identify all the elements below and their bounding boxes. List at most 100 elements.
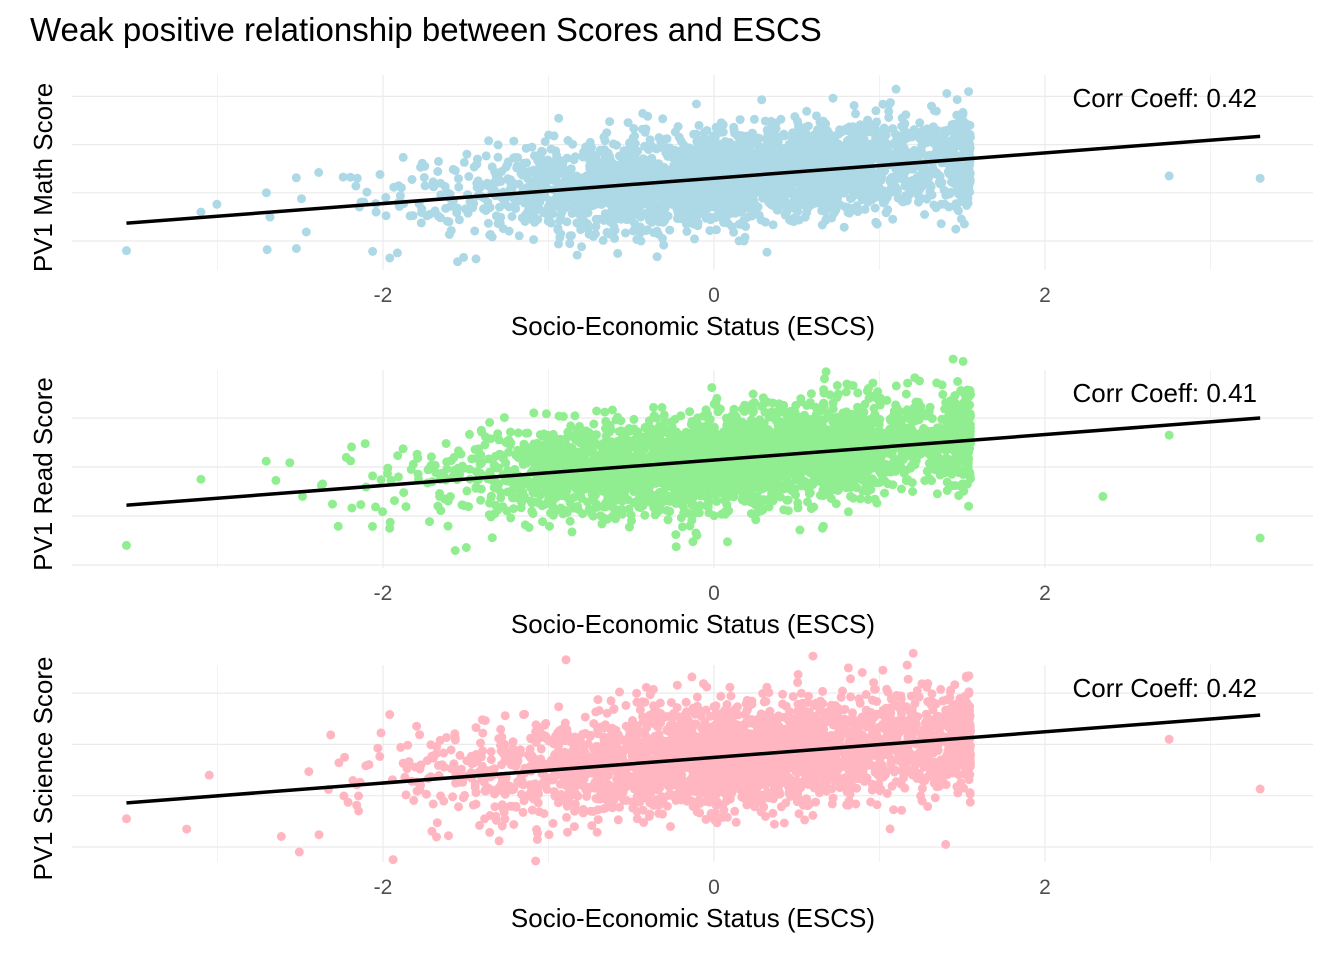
data-point — [672, 198, 681, 207]
data-point — [665, 226, 674, 235]
data-point — [567, 231, 576, 240]
data-point — [875, 420, 884, 429]
data-point — [931, 127, 940, 136]
data-point — [805, 489, 814, 498]
data-point — [643, 166, 652, 175]
data-point — [801, 147, 810, 156]
data-point — [855, 139, 864, 148]
data-point — [949, 355, 958, 364]
data-point — [739, 237, 748, 246]
data-point — [694, 218, 703, 227]
data-point — [342, 453, 351, 462]
data-point — [515, 231, 524, 240]
data-point — [690, 182, 699, 191]
data-point — [297, 194, 306, 203]
data-point — [1165, 171, 1174, 180]
data-point — [472, 160, 481, 169]
data-point — [429, 182, 438, 191]
y-axis-label: PV1 Math Score — [28, 83, 58, 272]
data-point — [889, 182, 898, 191]
data-point — [604, 192, 613, 201]
data-point — [922, 168, 931, 177]
data-point — [899, 124, 908, 133]
data-point — [763, 248, 772, 257]
data-point — [529, 235, 538, 244]
data-point — [482, 151, 491, 160]
data-point — [579, 216, 588, 225]
data-point — [788, 135, 797, 144]
data-point — [901, 191, 910, 200]
data-point — [605, 117, 614, 126]
data-point — [964, 182, 973, 191]
data-point — [527, 507, 536, 516]
data-point — [942, 89, 951, 98]
data-point — [785, 152, 794, 161]
data-point — [749, 190, 758, 199]
data-point — [495, 214, 504, 223]
data-point — [630, 145, 639, 154]
data-point — [886, 98, 895, 107]
data-point — [362, 188, 371, 197]
data-point — [610, 223, 619, 232]
data-point — [767, 121, 776, 130]
data-point — [658, 114, 667, 123]
data-point — [733, 195, 742, 204]
data-point — [964, 87, 973, 96]
data-point — [693, 197, 702, 206]
data-point — [672, 165, 681, 174]
data-point — [750, 200, 759, 209]
data-point — [892, 381, 901, 390]
data-point — [528, 197, 537, 206]
data-point — [962, 141, 971, 150]
data-point — [368, 522, 377, 531]
data-point — [607, 175, 616, 184]
data-point — [462, 150, 471, 159]
data-point — [875, 478, 884, 487]
data-point — [570, 411, 579, 420]
data-point — [653, 252, 662, 261]
data-point — [416, 163, 425, 172]
data-point — [851, 109, 860, 118]
data-point — [292, 244, 301, 253]
data-point — [570, 155, 579, 164]
data-point — [399, 444, 408, 453]
data-point — [557, 156, 566, 165]
data-point — [957, 197, 966, 206]
data-point — [958, 108, 967, 117]
data-point — [931, 169, 940, 178]
data-point — [561, 195, 570, 204]
data-point — [485, 418, 494, 427]
data-point — [636, 237, 645, 246]
data-point — [390, 496, 399, 505]
data-point — [812, 185, 821, 194]
data-point — [389, 183, 398, 192]
data-point — [829, 94, 838, 103]
x-axis-label: Socio-Economic Status (ESCS) — [511, 311, 875, 341]
data-point — [856, 151, 865, 160]
data-point — [959, 357, 968, 366]
data-point — [393, 248, 402, 257]
data-point — [705, 226, 714, 235]
data-point — [427, 452, 436, 461]
data-point — [444, 522, 453, 531]
data-point — [431, 206, 440, 215]
data-point — [599, 236, 608, 245]
data-point — [731, 208, 740, 217]
data-point — [896, 173, 905, 182]
data-point — [861, 170, 870, 179]
data-point — [650, 159, 659, 168]
data-point — [577, 194, 586, 203]
data-point — [870, 410, 879, 419]
data-point — [533, 179, 542, 188]
data-point — [683, 155, 692, 164]
data-point — [566, 517, 575, 526]
data-point — [812, 150, 821, 159]
data-point — [790, 112, 799, 121]
data-point — [618, 199, 627, 208]
data-point — [682, 227, 691, 236]
data-point — [756, 149, 765, 158]
data-point — [672, 542, 681, 551]
data-point — [878, 196, 887, 205]
data-point — [845, 209, 854, 218]
